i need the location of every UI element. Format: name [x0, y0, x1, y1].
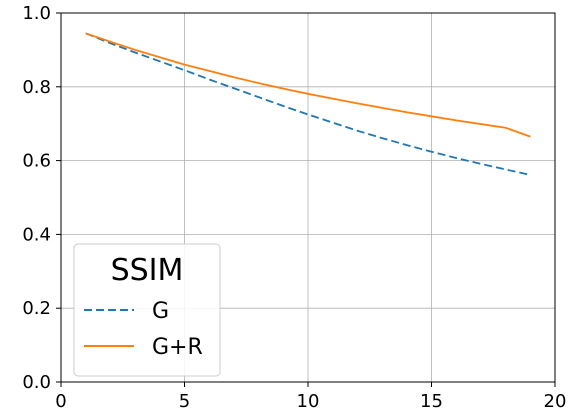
- series-line-g-plus-r: [85, 32, 531, 138]
- legend-label-g: G: [152, 299, 169, 324]
- y-tick-label: 0.4: [22, 224, 51, 245]
- x-tick-label: 20: [544, 391, 567, 412]
- legend: SSIM G G+R: [73, 243, 221, 377]
- series-line-g: [85, 32, 531, 176]
- legend-label-g-plus-r: G+R: [152, 335, 203, 360]
- x-tick-label: 0: [55, 391, 66, 412]
- y-tick-label: 0.2: [22, 298, 51, 319]
- legend-box: [73, 243, 221, 377]
- y-tick-label: 0.8: [22, 77, 51, 98]
- x-tick-label: 15: [420, 391, 443, 412]
- y-tick-label: 0.0: [22, 372, 51, 393]
- x-tick-label: 5: [179, 391, 190, 412]
- y-tick-label: 1.0: [22, 3, 51, 24]
- plot-series: [85, 32, 531, 176]
- legend-title: SSIM: [111, 253, 184, 288]
- y-tick-label: 0.6: [22, 151, 51, 172]
- x-tick-label: 10: [297, 391, 320, 412]
- axis-ticks: 0 5 10 15 20 0.0 0.2 0.4 0.6 0.8 1.0: [22, 3, 566, 412]
